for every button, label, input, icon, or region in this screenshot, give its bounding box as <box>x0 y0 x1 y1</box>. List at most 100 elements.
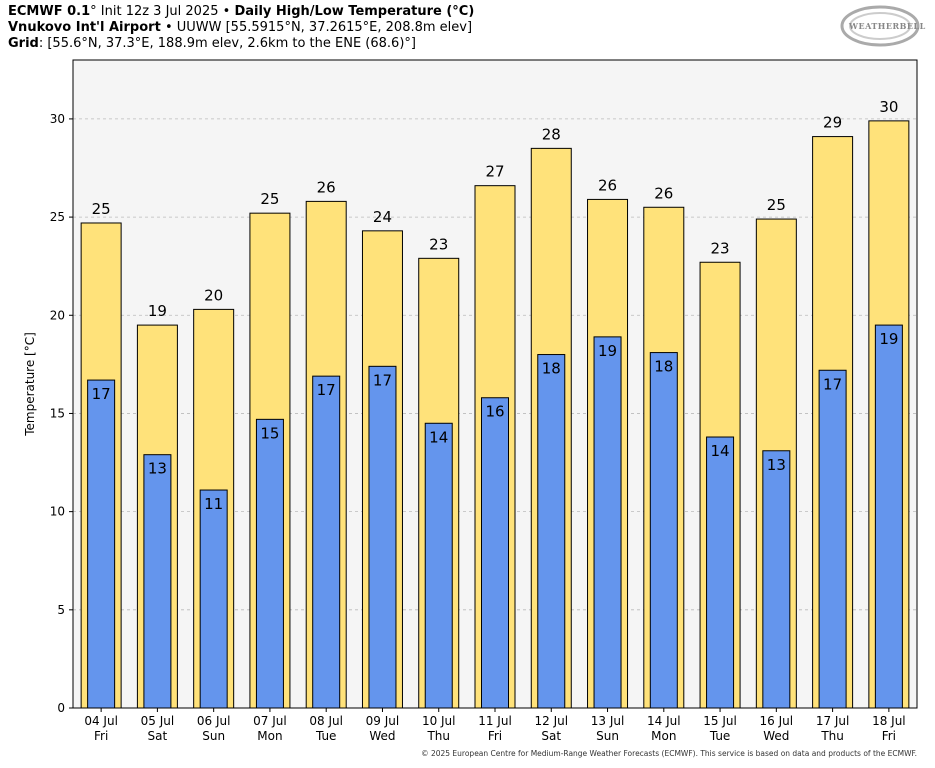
low-temp-label: 15 <box>260 424 279 442</box>
x-tick-weekday: Mon <box>651 729 676 743</box>
low-temp-label: 17 <box>823 375 842 393</box>
high-temp-label: 23 <box>711 239 730 257</box>
x-tick-date: 09 Jul <box>366 714 400 728</box>
x-tick-weekday: Fri <box>488 729 502 743</box>
title-line-2: Vnukovo Int'l Airport • UUWW [55.5915°N,… <box>8 20 472 35</box>
y-tick-label: 5 <box>57 603 65 617</box>
x-tick-weekday: Wed <box>369 729 395 743</box>
grid-info: : [55.6°N, 37.3°E, 188.9m elev, 2.6km to… <box>38 36 416 51</box>
low-temp-label: 18 <box>654 358 673 376</box>
low-temp-bar <box>143 454 172 709</box>
x-tick-weekday: Sat <box>148 729 168 743</box>
x-tick-weekday: Thu <box>820 729 844 743</box>
station-name: Vnukovo Int'l Airport <box>8 20 161 35</box>
low-temp-bar <box>649 352 678 709</box>
x-tick-weekday: Wed <box>763 729 789 743</box>
high-temp-label: 19 <box>148 302 167 320</box>
low-temp-bar <box>818 369 847 709</box>
low-temp-bar <box>762 450 791 709</box>
y-tick-label: 25 <box>50 210 65 224</box>
low-temp-label: 14 <box>711 442 730 460</box>
x-tick-date: 13 Jul <box>591 714 625 728</box>
x-tick-date: 18 Jul <box>872 714 906 728</box>
x-tick-date: 15 Jul <box>703 714 737 728</box>
low-temp-label: 13 <box>767 456 786 474</box>
low-temp-bar <box>537 354 566 709</box>
weatherbell-logo: WEATHERBELL <box>839 4 925 48</box>
x-tick-weekday: Fri <box>94 729 108 743</box>
high-temp-label: 26 <box>317 178 336 196</box>
x-tick-weekday: Tue <box>709 729 731 743</box>
y-axis-label: Temperature [°C] <box>23 332 37 437</box>
high-temp-label: 24 <box>373 208 392 226</box>
x-tick-date: 11 Jul <box>478 714 512 728</box>
x-tick-date: 06 Jul <box>197 714 231 728</box>
x-tick-weekday: Tue <box>315 729 337 743</box>
station-info: • UUWW [55.5915°N, 37.2615°E, 208.8m ele… <box>164 20 473 35</box>
low-temp-label: 17 <box>373 371 392 389</box>
low-temp-bar <box>874 324 903 709</box>
logo-swirl-icon <box>840 5 920 47</box>
low-temp-bar <box>199 489 228 709</box>
x-tick-date: 12 Jul <box>534 714 568 728</box>
high-temp-label: 29 <box>823 114 842 132</box>
title-line-3: Grid: [55.6°N, 37.3°E, 188.9m elev, 2.6k… <box>8 36 416 51</box>
title-line-1: ECMWF 0.1° Init 12z 3 Jul 2025 • Daily H… <box>8 4 474 19</box>
x-tick-date: 07 Jul <box>253 714 287 728</box>
high-temp-label: 26 <box>654 184 673 202</box>
x-tick-date: 17 Jul <box>816 714 850 728</box>
low-temp-bar <box>481 397 509 709</box>
low-temp-label: 11 <box>204 495 223 513</box>
low-temp-label: 14 <box>429 428 448 446</box>
y-tick-label: 20 <box>50 308 65 322</box>
high-temp-label: 25 <box>260 190 279 208</box>
init-time: ° Init 12z 3 Jul 2025 • <box>90 4 231 19</box>
high-temp-label: 28 <box>542 125 561 143</box>
low-temp-bar <box>706 436 735 709</box>
low-temp-label: 17 <box>92 385 111 403</box>
x-tick-weekday: Fri <box>882 729 896 743</box>
low-temp-bar <box>593 336 622 709</box>
x-tick-date: 16 Jul <box>760 714 794 728</box>
x-tick-weekday: Thu <box>426 729 450 743</box>
high-temp-label: 20 <box>204 286 223 304</box>
x-tick-date: 14 Jul <box>647 714 681 728</box>
grid-label: Grid <box>8 36 39 51</box>
high-temp-label: 30 <box>879 98 898 116</box>
high-temp-label: 23 <box>429 235 448 253</box>
high-temp-label: 25 <box>767 196 786 214</box>
y-tick-label: 30 <box>50 112 65 126</box>
low-temp-label: 17 <box>317 381 336 399</box>
low-temp-label: 13 <box>148 460 167 478</box>
y-tick-label: 10 <box>50 505 65 519</box>
y-tick-label: 0 <box>57 701 65 715</box>
x-tick-weekday: Sun <box>202 729 225 743</box>
x-tick-weekday: Sat <box>541 729 561 743</box>
x-tick-weekday: Mon <box>257 729 282 743</box>
low-temp-bar <box>312 375 341 709</box>
low-temp-label: 19 <box>879 330 898 348</box>
chart-title: Daily High/Low Temperature (°C) <box>234 4 475 19</box>
x-tick-date: 10 Jul <box>422 714 456 728</box>
low-temp-bar <box>424 422 453 709</box>
high-temp-label: 25 <box>92 200 111 218</box>
plot-frame <box>72 59 918 709</box>
copyright-footer: © 2025 European Centre for Medium-Range … <box>421 749 917 758</box>
low-temp-label: 18 <box>542 360 561 378</box>
y-tick-label: 15 <box>50 406 65 420</box>
x-tick-date: 08 Jul <box>309 714 343 728</box>
model-name: ECMWF 0.1 <box>8 4 91 19</box>
low-temp-bar <box>87 379 116 709</box>
logo-text: WEATHERBELL <box>849 21 926 31</box>
low-temp-label: 19 <box>598 342 617 360</box>
low-temp-bar <box>368 365 397 709</box>
low-temp-bar <box>255 418 284 709</box>
high-temp-label: 26 <box>598 176 617 194</box>
high-temp-label: 27 <box>485 163 504 181</box>
x-tick-date: 04 Jul <box>84 714 118 728</box>
x-tick-weekday: Sun <box>596 729 619 743</box>
low-temp-label: 16 <box>485 403 504 421</box>
x-tick-date: 05 Jul <box>141 714 175 728</box>
